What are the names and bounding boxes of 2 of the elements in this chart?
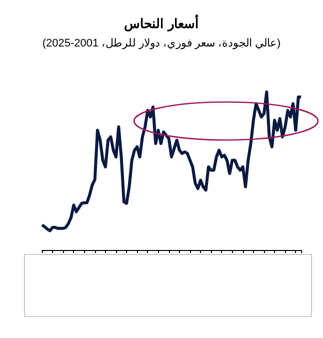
chart-title: أسعار النحاس: [124, 15, 199, 32]
chart-subtitle: (عالي الجودة، سعر فوري، دولار للرطل، 2001-2025): [42, 38, 281, 50]
